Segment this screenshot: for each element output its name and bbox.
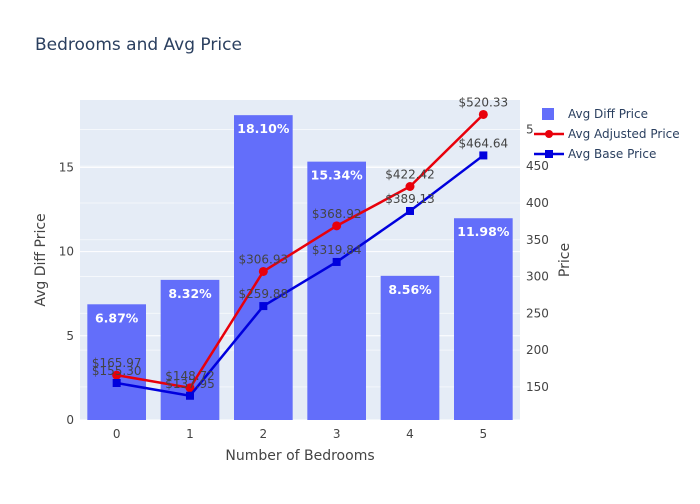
y-left-tick-label: 10 xyxy=(59,245,74,259)
y-right-tick-label: 300 xyxy=(526,270,549,284)
line-data-label: $137.95 xyxy=(165,377,215,391)
data-labels: 6.87% 8.32% 18.10% 15.34% 8.56% 11.98% $165.97… xyxy=(92,95,510,390)
bar-series xyxy=(87,115,513,421)
y-left-tick-label: 0 xyxy=(66,413,74,427)
x-axis-title: Number of Bedrooms xyxy=(225,448,374,464)
line-data-label: $306.93 xyxy=(239,252,289,266)
legend-item-label: Avg Adjusted Price xyxy=(568,127,680,141)
bar-data-label: 15.34% xyxy=(311,168,364,183)
chart-title: Bedrooms and Avg Price xyxy=(35,35,242,55)
y-right-tick-label: 200 xyxy=(526,343,549,357)
series-line xyxy=(116,154,485,398)
x-tick-label: 1 xyxy=(186,427,194,441)
line-point xyxy=(406,206,414,215)
line-point xyxy=(185,383,195,393)
line-data-label: $520.33 xyxy=(459,95,509,109)
y-left-tick-label: 5 xyxy=(66,329,74,343)
y-right-tick-label: 400 xyxy=(526,196,549,210)
x-tick-label: 2 xyxy=(260,427,268,441)
legend-swatch-bar xyxy=(542,108,554,120)
line-data-label: $389.13 xyxy=(385,192,435,206)
bar xyxy=(87,304,146,420)
line-point xyxy=(112,378,121,387)
line-point xyxy=(332,257,341,266)
line-point xyxy=(112,370,122,380)
bar-data-label: 11.98% xyxy=(457,224,510,239)
bar-data-label: 8.32% xyxy=(168,286,212,301)
line-series xyxy=(112,109,488,400)
line-data-label: $464.64 xyxy=(459,136,509,150)
y-right-tick-label: 5 xyxy=(526,122,534,136)
bar-data-label: 8.56% xyxy=(388,282,432,297)
y-right-tick-label: 350 xyxy=(526,233,549,247)
x-tick-label: 0 xyxy=(113,427,121,441)
line-data-label: $319.84 xyxy=(312,243,362,257)
axes: 0 5 10 15 150 200 250 300 350 400 450 5 0 1 2 3 4 5 xyxy=(59,122,549,441)
bar xyxy=(380,275,440,420)
legend-swatch-marker xyxy=(545,130,553,138)
y-right-tick-label: 450 xyxy=(526,159,549,173)
line-data-label: $259.88 xyxy=(239,287,289,301)
legend-item-label: Avg Diff Price xyxy=(568,107,648,121)
y-axis-left-title: Avg Diff Price xyxy=(33,213,49,306)
x-tick-label: 4 xyxy=(406,427,414,441)
legend-item-label: Avg Base Price xyxy=(568,147,656,161)
legend-swatch-marker xyxy=(545,150,553,158)
bar-data-label: 18.10% xyxy=(237,121,290,136)
line-data-label: $155.30 xyxy=(92,364,142,378)
line-point xyxy=(478,109,488,119)
plot-area xyxy=(80,100,520,420)
y-right-tick-label: 250 xyxy=(526,306,549,320)
gridlines xyxy=(80,129,520,421)
line-point xyxy=(186,391,194,400)
line-point xyxy=(405,181,415,191)
series-line xyxy=(116,113,485,390)
line-point xyxy=(259,302,268,311)
line-point xyxy=(479,151,488,160)
line-data-label: $368.92 xyxy=(312,207,362,221)
line-data-label: $422.42 xyxy=(385,167,435,181)
y-right-tick-label: 150 xyxy=(526,380,549,394)
line-point xyxy=(332,221,342,231)
y-left-tick-label: 15 xyxy=(59,160,74,174)
line-data-label: $165.97 xyxy=(92,356,142,370)
y-axis-right-title: Price xyxy=(557,243,573,277)
x-tick-label: 5 xyxy=(480,427,488,441)
bar xyxy=(307,161,366,421)
x-tick-label: 3 xyxy=(333,427,341,441)
bar-data-label: 6.87% xyxy=(95,310,139,325)
bar xyxy=(454,218,513,420)
legend[interactable]: Avg Diff Price Avg Adjusted Price Avg Base… xyxy=(534,107,680,161)
line-data-label: $148.72 xyxy=(165,369,215,383)
line-point xyxy=(258,266,268,276)
